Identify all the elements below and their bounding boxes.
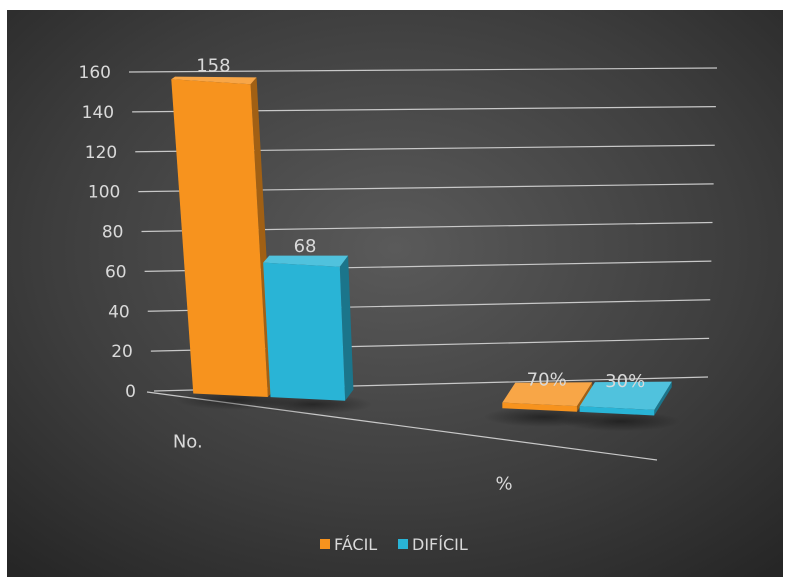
- y-axis-tick-labels: 0 20 40 60 80 100 120 140 160: [79, 63, 136, 402]
- bar-difícil-%: [560, 381, 681, 432]
- y-tick-label: 20: [111, 342, 133, 362]
- chart-area: 0 20 40 60 80 100 120 140 160 158 68 70% 30% No.% F…: [7, 10, 783, 577]
- data-label: 70%: [527, 369, 567, 390]
- category-label: No.: [173, 431, 203, 452]
- legend-item: FÁCIL: [320, 535, 377, 554]
- y-tick-label: 100: [88, 183, 120, 203]
- bar-top-face: [263, 255, 349, 267]
- category-labels: No.%: [173, 431, 513, 494]
- data-label: 68: [294, 236, 317, 257]
- bars: [171, 76, 681, 432]
- y-tick-label: 120: [85, 143, 117, 163]
- bar-top-face: [502, 382, 593, 407]
- bar-difícil-No: [252, 255, 373, 415]
- bar-shadow: [560, 411, 681, 432]
- category-label: %: [495, 474, 512, 495]
- y-tick-label: 160: [79, 63, 111, 83]
- bar-top-face: [579, 381, 672, 410]
- legend: FÁCIL DIFÍCIL: [320, 535, 468, 554]
- legend-swatch: [398, 539, 408, 549]
- legend-item: DIFÍCIL: [398, 535, 468, 554]
- legend-label: FÁCIL: [334, 535, 377, 554]
- chart-background: [7, 10, 783, 577]
- bar-chart-3d: 0 20 40 60 80 100 120 140 160 158 68 70% 30% No.% F…: [7, 10, 783, 577]
- bar-top-face: [171, 76, 257, 85]
- y-tick-label: 80: [102, 223, 124, 243]
- bar-side-face: [339, 255, 354, 401]
- bar-side-face: [654, 381, 672, 416]
- data-label: 30%: [605, 371, 645, 392]
- bar-side-face: [576, 382, 593, 412]
- bar-front-face: [579, 406, 655, 416]
- y-tick-label: 140: [82, 103, 114, 123]
- legend-swatch: [320, 539, 330, 549]
- legend-label: DIFÍCIL: [412, 535, 468, 554]
- bar-front-face: [263, 262, 346, 401]
- data-labels: 158 68 70% 30%: [196, 55, 645, 392]
- gridline: [128, 67, 718, 73]
- y-tick-label: 0: [125, 382, 136, 402]
- bar-front-face: [502, 402, 577, 412]
- bar-front-face: [171, 79, 268, 398]
- y-tick-label: 60: [105, 262, 127, 282]
- y-tick-label: 40: [108, 302, 130, 322]
- data-label: 158: [196, 55, 230, 76]
